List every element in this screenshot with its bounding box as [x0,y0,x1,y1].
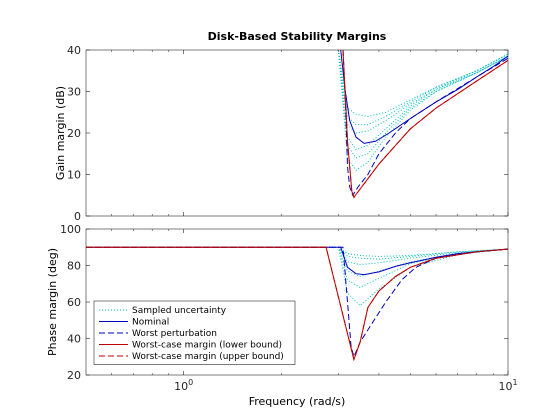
phase-series-0-sample-5 [86,246,508,307]
phase-ytick-label-0: 20 [67,369,81,382]
legend-label-0: Sampled uncertainty [132,306,227,316]
phase-series-4 [86,246,508,362]
gain-ticks: 0 10 20 30 40 [67,44,509,223]
gain-series-0-sample-5 [337,50,508,171]
chart-title: Disk-Based Stability Margins [208,30,387,43]
gain-ytick-label-3: 30 [67,86,81,99]
legend-label-4: Worst-case margin (upper bound) [132,352,284,362]
phase-ytick-label-2: 60 [67,296,81,309]
gain-ytick-label-1: 10 [67,169,81,182]
phase-series-1 [86,246,508,276]
gain-axes-background [86,50,508,216]
gain-series-2 [342,50,508,197]
phase-xtick-label-0: 100 [174,378,193,393]
phase-xtick-label-1: 101 [498,378,517,393]
gain-ytick-label-0: 0 [74,210,81,223]
gain-ytick-label-2: 20 [67,127,81,140]
phase-ytick-label-3: 80 [67,260,81,273]
phase-series-0-sample-0 [86,246,508,257]
legend-label-3: Worst-case margin (lower bound) [132,341,282,351]
phase-ticks: 20 40 60 80 100 100 101 [60,223,518,393]
gain-margin-axes: 0 10 20 30 40 Disk-Based Stability Margins G… [54,30,509,223]
frequency-xlabel: Frequency (rad/s) [249,395,346,408]
phase-series-0-sample-2 [86,246,508,266]
legend-label-1: Nominal [132,318,169,328]
legend-label-2: Worst perturbation [132,329,217,339]
gain-ylabel: Gain margin (dB) [54,86,67,180]
phase-margin-axes: 20 40 60 80 100 100 101 Phase margin (deg) Fre… [46,223,518,408]
phase-series-group [86,246,508,362]
gain-ytick-label-4: 40 [67,44,81,57]
gain-series-group [337,50,508,199]
phase-ytick-label-4: 100 [60,223,81,236]
phase-ylabel: Phase margin (deg) [46,248,59,356]
gain-series-0-sample-4 [337,50,508,159]
gain-series-0-sample-0 [337,50,508,117]
phase-ytick-label-1: 40 [67,333,81,346]
gain-series-4 [342,50,508,199]
